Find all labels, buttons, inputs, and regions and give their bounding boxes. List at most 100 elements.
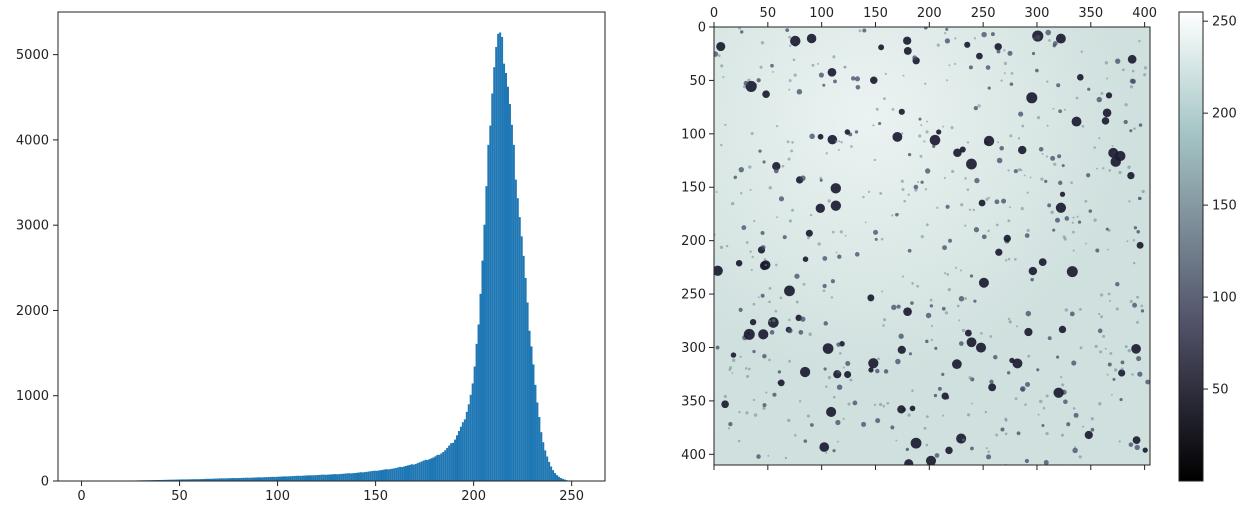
x-tick-label: 50 — [760, 6, 777, 21]
dark-spot — [1018, 145, 1027, 155]
dark-spot — [1050, 210, 1054, 215]
dark-spot — [838, 352, 842, 355]
dark-spot — [966, 158, 977, 170]
dark-spot — [936, 206, 939, 209]
histogram-bar — [191, 479, 194, 481]
dark-spot — [750, 268, 753, 271]
dark-spot — [925, 443, 929, 447]
dark-spot — [950, 126, 954, 130]
dark-spot — [873, 229, 879, 235]
dark-spot — [1127, 165, 1131, 169]
dark-spot — [1007, 169, 1010, 172]
dark-spot — [788, 318, 791, 322]
x-tick-label: 100 — [265, 489, 290, 504]
dark-spot — [817, 133, 824, 140]
dark-spot — [818, 72, 824, 78]
dark-spot — [794, 273, 800, 279]
dark-spot — [1057, 154, 1062, 159]
dark-spot — [823, 367, 827, 371]
dark-spot — [753, 220, 756, 223]
histogram-bar — [179, 479, 182, 481]
dark-spot — [1108, 299, 1111, 302]
dark-spot — [756, 454, 761, 459]
dark-spot — [728, 421, 733, 427]
dark-spot — [1025, 310, 1032, 317]
dark-spot — [727, 427, 731, 430]
dark-spot — [1056, 355, 1060, 359]
histogram-bar — [503, 63, 506, 482]
histogram-bar — [316, 474, 319, 481]
histogram-frame — [57, 11, 606, 482]
histogram-bar — [489, 125, 492, 481]
dark-spot — [753, 413, 758, 417]
histogram-bar — [491, 93, 494, 482]
histogram-bar — [226, 478, 229, 481]
dark-spot — [877, 357, 880, 361]
histogram-bar — [546, 456, 549, 481]
dark-spot — [770, 63, 774, 68]
histogram-bar — [216, 478, 219, 481]
dark-spot — [1121, 68, 1125, 72]
dark-spot — [913, 184, 919, 190]
histogram-bar — [510, 124, 513, 482]
dark-spot — [989, 335, 993, 338]
histogram-bar — [387, 469, 390, 481]
dark-spot — [873, 158, 877, 162]
histogram-bar — [308, 475, 311, 481]
dark-spot — [842, 417, 845, 420]
histogram-bar — [557, 476, 560, 481]
histogram-bar — [561, 478, 564, 481]
histogram-bar — [495, 46, 498, 481]
dark-spot — [878, 121, 882, 126]
dark-spot — [1132, 238, 1136, 242]
colorbar — [1178, 11, 1204, 482]
y-tick-label: 250 — [681, 288, 706, 303]
dark-spot — [806, 236, 810, 240]
histogram-bar — [555, 475, 558, 481]
dark-spot — [925, 130, 929, 134]
histogram-bar — [279, 476, 282, 481]
dark-spot — [1079, 346, 1083, 350]
dark-spot — [964, 297, 967, 300]
dark-spot — [1014, 258, 1017, 261]
dark-spot — [1107, 292, 1111, 296]
histogram-bar — [544, 450, 547, 481]
dark-spot — [768, 300, 771, 304]
histogram-bar — [367, 471, 370, 481]
dark-spot — [1118, 440, 1121, 443]
dark-spot — [1009, 206, 1012, 209]
histogram-bar — [244, 477, 247, 481]
dark-spot — [942, 125, 945, 128]
dark-spot — [981, 31, 987, 38]
dark-spot — [1100, 315, 1104, 319]
histogram-bar — [254, 477, 257, 481]
histogram-bar — [371, 470, 374, 481]
dark-spot — [1127, 348, 1131, 353]
histogram-bar — [534, 384, 537, 481]
dark-spot — [762, 353, 767, 359]
dark-spot — [954, 37, 957, 40]
dark-spot — [802, 256, 809, 262]
colorbar-tick-label: 50 — [1212, 383, 1229, 398]
dark-spot — [1120, 367, 1124, 371]
y-tick-label: 400 — [681, 448, 706, 463]
dark-spot — [714, 265, 723, 276]
dark-spot — [743, 80, 749, 86]
dark-spot — [835, 419, 841, 426]
colorbar-tick-label: 200 — [1212, 107, 1237, 122]
dark-spot — [763, 258, 767, 261]
dark-spot — [1037, 413, 1040, 416]
colorbar-ticks: 50 100 150 200 250 — [1203, 15, 1237, 398]
histogram-bar — [434, 456, 437, 481]
dark-spot — [907, 152, 912, 157]
histogram-bar — [289, 476, 292, 481]
dark-spot — [817, 242, 821, 246]
image-x-ticks: 0 50 100 150 200 250 300 350 400 — [710, 6, 1157, 470]
dark-spot — [1107, 362, 1112, 367]
dark-spot — [879, 191, 883, 195]
dark-spot — [999, 145, 1004, 151]
dark-spot — [1047, 203, 1052, 208]
dark-spot — [854, 130, 859, 134]
dark-spot — [925, 415, 929, 419]
histogram-bar — [228, 478, 231, 481]
